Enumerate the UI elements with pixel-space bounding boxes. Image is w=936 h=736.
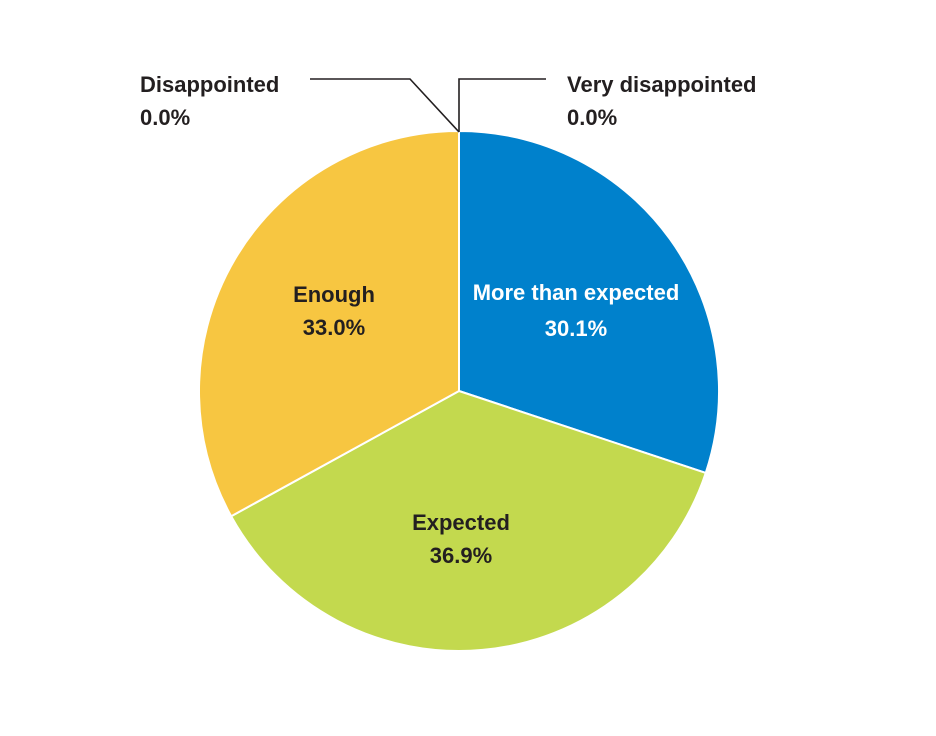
label-very-disappointed: Very disappointed — [567, 72, 757, 97]
label-more-than-expected: More than expected — [473, 280, 680, 305]
leader-line-very-disappointed — [458, 78, 546, 132]
value-more-than-expected: 30.1% — [545, 316, 607, 341]
pie-slice-expected — [230, 390, 707, 652]
label-expected: Expected — [412, 510, 510, 535]
pie-slice-enough — [197, 130, 460, 518]
leader-line-disappointed — [310, 78, 460, 133]
value-disappointed: 0.0% — [140, 105, 190, 130]
label-disappointed: Disappointed — [140, 72, 279, 97]
value-very-disappointed: 0.0% — [567, 105, 617, 130]
pie-slice-more-than-expected — [458, 130, 720, 474]
callout-leaders — [310, 78, 546, 133]
slice-labels: More than expected 30.1% Expected 36.9% … — [140, 72, 757, 568]
value-enough: 33.0% — [303, 315, 365, 340]
label-enough: Enough — [293, 282, 375, 307]
value-expected: 36.9% — [430, 543, 492, 568]
pie-slices — [197, 130, 720, 652]
